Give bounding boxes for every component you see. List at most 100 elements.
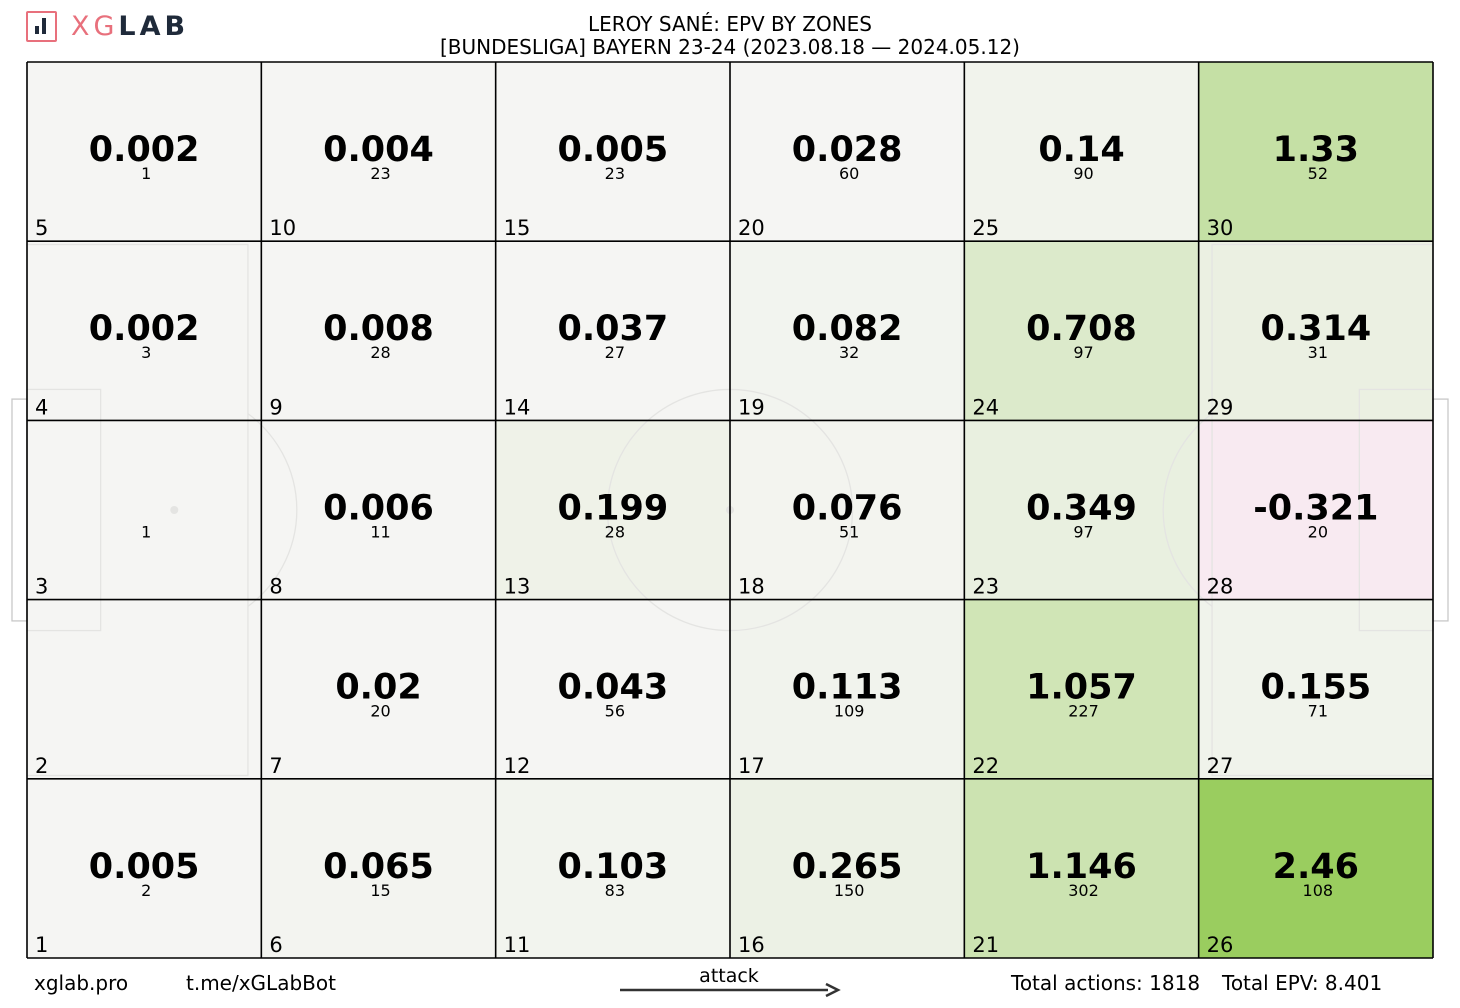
- left-penalty-spot: [170, 506, 179, 514]
- zone-actions-label: 23: [370, 164, 390, 183]
- zone-number-label: 4: [35, 395, 48, 419]
- zone-number-label: 24: [972, 395, 999, 419]
- zone-epv-label: 0.065: [323, 847, 434, 887]
- zone-cell-14: [495, 241, 730, 421]
- zone-number-label: 25: [972, 216, 999, 240]
- zone-cell-15: [495, 62, 730, 242]
- zone-epv-label: 0.037: [557, 309, 668, 349]
- zone-epv-label: 0.349: [1026, 488, 1137, 528]
- zone-cell-19: [730, 241, 965, 421]
- zone-cell-24: [964, 241, 1199, 421]
- zone-actions-label: 109: [834, 702, 865, 721]
- zone-epv-label: 0.155: [1260, 668, 1371, 708]
- zone-actions-label: 97: [1073, 522, 1093, 541]
- zone-cell-4: [27, 241, 262, 421]
- right-penalty-arc: [1162, 413, 1213, 607]
- zone-cell-1: [27, 778, 262, 958]
- zone-number-label: 19: [738, 395, 765, 419]
- zone-number-label: 12: [504, 754, 531, 778]
- zone-actions-label: 302: [1068, 881, 1099, 900]
- zone-actions-label: 20: [1308, 522, 1328, 541]
- zone-cell-17: [730, 599, 965, 779]
- right-goal: [1432, 398, 1449, 622]
- zone-cell-7: [261, 599, 496, 779]
- zone-cell-8: [261, 420, 496, 600]
- zone-cell-18: [730, 420, 965, 600]
- zone-epv-label: 1.33: [1273, 130, 1359, 170]
- zone-number-label: 1: [35, 933, 48, 957]
- zone-epv-label: 0.076: [792, 488, 903, 528]
- zone-epv-label: 1.057: [1026, 668, 1137, 708]
- zone-cell-9: [261, 241, 496, 421]
- zone-number-label: 16: [738, 933, 765, 957]
- zone-epv-label: 0.002: [89, 130, 200, 170]
- zone-epv-label: 0.265: [792, 847, 903, 887]
- zone-number-label: 3: [35, 575, 48, 599]
- zone-cell-13: [495, 420, 730, 600]
- zone-number-label: 17: [738, 754, 765, 778]
- zone-cell-20: [730, 62, 965, 242]
- zone-number-label: 29: [1207, 395, 1234, 419]
- zone-number-label: 7: [269, 754, 282, 778]
- zone-cell-6: [261, 778, 496, 958]
- zone-epv-label: 0.082: [792, 309, 903, 349]
- chart-title: LEROY SANÉ: EPV BY ZONES: [587, 12, 872, 36]
- zone-epv-label: 0.008: [323, 309, 434, 349]
- zone-epv-label: 0.14: [1038, 130, 1124, 170]
- zone-epv-label: 0.113: [792, 668, 903, 708]
- zone-epv-label: 0.043: [557, 668, 668, 708]
- zone-epv-label: 0.005: [89, 847, 200, 887]
- zone-number-label: 11: [504, 933, 531, 957]
- zone-number-label: 2: [35, 754, 48, 778]
- zone-number-label: 23: [972, 575, 999, 599]
- zone-number-label: 15: [504, 216, 531, 240]
- zone-actions-label: 1: [141, 164, 151, 183]
- zone-epv-label: 0.004: [323, 130, 434, 170]
- bot-link[interactable]: t.me/xGLabBot: [186, 971, 336, 995]
- zone-actions-label: 90: [1073, 164, 1093, 183]
- zone-actions-label: 97: [1073, 343, 1093, 362]
- zone-actions-label: 32: [839, 343, 859, 362]
- chart-subtitle: [BUNDESLIGA] BAYERN 23-24 (2023.08.18 — …: [440, 35, 1020, 59]
- zone-actions-label: 3: [141, 343, 151, 362]
- zone-actions-label: 11: [370, 522, 390, 541]
- zone-cell-16: [730, 778, 965, 958]
- site-link[interactable]: xglab.pro: [34, 971, 129, 995]
- zone-actions-label: 15: [370, 881, 390, 900]
- zone-cell-22: [964, 599, 1199, 779]
- zone-actions-label: 23: [605, 164, 625, 183]
- zone-actions-label: 2: [141, 881, 151, 900]
- zone-number-label: 28: [1207, 575, 1234, 599]
- left-goal: [11, 398, 28, 622]
- zone-cell-26: [1198, 778, 1433, 958]
- zone-number-label: 5: [35, 216, 48, 240]
- zone-epv-label: 0.314: [1260, 309, 1371, 349]
- zone-cell-21: [964, 778, 1199, 958]
- zone-cell-23: [964, 420, 1199, 600]
- zone-number-label: 14: [504, 395, 531, 419]
- zone-number-label: 27: [1207, 754, 1234, 778]
- zone-actions-label: 108: [1303, 881, 1334, 900]
- zone-epv-label: 0.199: [557, 488, 668, 528]
- zone-epv-label: 1.146: [1026, 847, 1137, 887]
- zone-cell-11: [495, 778, 730, 958]
- zone-epv-label: 0.028: [792, 130, 903, 170]
- left-penalty-arc: [247, 413, 298, 607]
- zone-actions-label: 20: [370, 702, 390, 721]
- zone-number-label: 8: [269, 575, 282, 599]
- zone-epv-label: 0.02: [335, 668, 421, 708]
- zone-cell-5: [27, 62, 262, 242]
- zone-cell-10: [261, 62, 496, 242]
- zone-number-label: 18: [738, 575, 765, 599]
- zone-cell-12: [495, 599, 730, 779]
- total-epv: Total EPV: 8.401: [1222, 971, 1383, 995]
- zone-actions-label: 31: [1308, 343, 1328, 362]
- zone-actions-label: 150: [834, 881, 865, 900]
- xglab-logo: XGLAB: [26, 11, 189, 42]
- zone-epv-label: 0.103: [557, 847, 668, 887]
- zone-actions-label: 28: [370, 343, 390, 362]
- zone-cell-28: [1198, 420, 1433, 600]
- zone-epv-label: 0.006: [323, 488, 434, 528]
- attack-direction-label: attack: [699, 965, 759, 987]
